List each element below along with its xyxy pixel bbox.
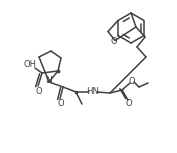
Text: O: O bbox=[129, 76, 135, 86]
Text: OH: OH bbox=[24, 60, 36, 69]
Text: N: N bbox=[45, 75, 51, 84]
Text: O: O bbox=[36, 86, 42, 95]
Text: O: O bbox=[111, 37, 117, 46]
Text: HN: HN bbox=[87, 88, 99, 97]
Text: O: O bbox=[126, 99, 132, 108]
Text: O: O bbox=[58, 99, 64, 108]
